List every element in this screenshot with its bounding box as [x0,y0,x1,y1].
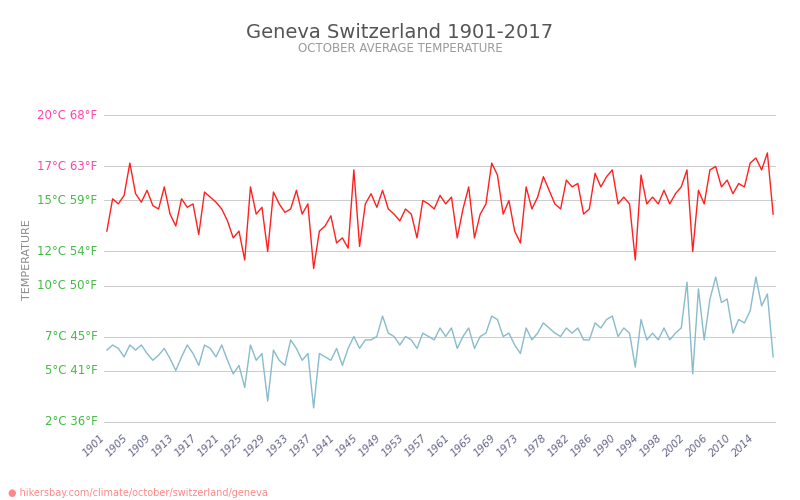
Y-axis label: TEMPERATURE: TEMPERATURE [22,220,33,300]
Text: 12°C 54°F: 12°C 54°F [37,245,98,258]
Text: 10°C 50°F: 10°C 50°F [38,279,98,292]
Text: 17°C 63°F: 17°C 63°F [37,160,98,173]
Text: 2°C 36°F: 2°C 36°F [45,415,98,428]
Text: Geneva Switzerland 1901-2017: Geneva Switzerland 1901-2017 [246,22,554,42]
Text: 5°C 41°F: 5°C 41°F [45,364,98,377]
Text: ● hikersbay.com/climate/october/switzerland/geneva: ● hikersbay.com/climate/october/switzerl… [8,488,268,498]
Text: OCTOBER AVERAGE TEMPERATURE: OCTOBER AVERAGE TEMPERATURE [298,42,502,56]
Text: 7°C 45°F: 7°C 45°F [45,330,98,343]
Text: 20°C 68°F: 20°C 68°F [37,109,98,122]
Text: 15°C 59°F: 15°C 59°F [37,194,98,207]
